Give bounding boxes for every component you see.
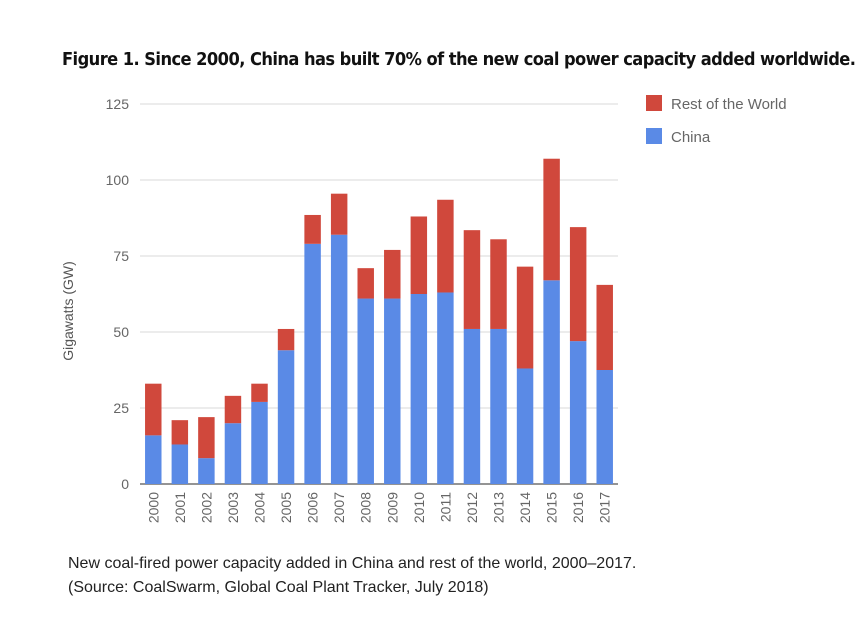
bar-segment-china (357, 298, 374, 484)
bar-segment-china (171, 444, 189, 484)
x-axis-tick-labels: 2000 2001 2002 2003 2004 2005 2006 2007 2008 2009… (145, 492, 612, 523)
bar-segment-china (384, 298, 401, 484)
bar-segment-rest-of-the-world (171, 420, 189, 445)
x-tick-label: 2006 (305, 492, 321, 523)
y-tick-label: 50 (113, 324, 129, 340)
x-tick-label: 2012 (464, 492, 480, 523)
bar-segment-china (490, 328, 507, 484)
bar-segment-china (277, 350, 295, 484)
bar-segment-rest-of-the-world (304, 214, 321, 244)
x-tick-label: 2007 (331, 492, 347, 523)
bar-segment-rest-of-the-world (251, 383, 268, 402)
bar-segment-china (330, 234, 348, 484)
y-axis-tick-labels: 0 25 50 75 100 125 (106, 96, 130, 492)
bar-segment-rest-of-the-world (145, 383, 162, 436)
bar-segment-rest-of-the-world (569, 227, 587, 342)
bar-segment-china (569, 341, 587, 484)
x-tick-label: 2008 (358, 492, 374, 523)
x-tick-label: 2016 (570, 492, 586, 523)
bar-segment-rest-of-the-world (410, 216, 428, 294)
y-tick-label: 0 (121, 476, 129, 492)
x-tick-label: 2005 (278, 492, 294, 523)
bars (145, 158, 613, 484)
bar-segment-china (516, 368, 534, 484)
chart-title: Figure 1. Since 2000, China has built 70… (62, 50, 856, 70)
x-tick-label: 2011 (437, 492, 453, 522)
x-tick-label: 2001 (172, 492, 188, 523)
x-tick-label: 2014 (517, 492, 533, 523)
legend: Rest of the World China (646, 95, 787, 146)
bar-segment-rest-of-the-world (437, 199, 454, 293)
figure-caption: New coal-fired power capacity added in C… (68, 552, 636, 600)
bar-segment-china (198, 458, 215, 484)
bar-segment-rest-of-the-world (543, 158, 560, 281)
x-tick-label: 2000 (145, 492, 161, 523)
bar-segment-rest-of-the-world (330, 193, 348, 235)
bar-segment-rest-of-the-world (384, 249, 401, 299)
gridlines (140, 103, 618, 485)
y-tick-label: 25 (113, 400, 129, 416)
x-tick-label: 2009 (384, 492, 400, 523)
bar-segment-rest-of-the-world (277, 328, 295, 351)
x-tick-label: 2015 (544, 492, 560, 523)
x-tick-label: 2004 (252, 492, 268, 523)
x-tick-label: 2013 (491, 492, 507, 523)
caption-line-1: New coal-fired power capacity added in C… (68, 555, 637, 572)
bar-segment-china (410, 294, 428, 484)
bar-segment-china (437, 292, 454, 484)
bar-segment-china (224, 423, 242, 484)
y-tick-label: 75 (113, 248, 129, 264)
bar-segment-china (543, 280, 560, 484)
bar-segment-rest-of-the-world (596, 284, 613, 370)
bar-segment-china (251, 401, 268, 484)
bar-segment-rest-of-the-world (490, 239, 507, 329)
y-tick-label: 125 (106, 96, 130, 112)
bar-segment-china (304, 243, 321, 484)
bar-segment-rest-of-the-world (224, 395, 242, 424)
x-tick-label: 2003 (225, 492, 241, 523)
legend-swatch (646, 95, 662, 111)
x-tick-label: 2002 (198, 492, 214, 523)
y-axis-label: Gigawatts (GW) (60, 261, 76, 361)
y-tick-label: 100 (106, 172, 130, 188)
caption-line-2: (Source: CoalSwarm, Global Coal Plant Tr… (68, 579, 489, 596)
legend-label: Rest of the World (671, 96, 787, 113)
bar-segment-rest-of-the-world (198, 417, 215, 459)
x-tick-label: 2010 (411, 492, 427, 523)
x-tick-label: 2017 (597, 492, 613, 523)
bar-segment-china (145, 435, 162, 484)
legend-label: China (671, 129, 711, 146)
bar-segment-china (596, 370, 613, 484)
bar-segment-china (463, 328, 481, 484)
bar-segment-rest-of-the-world (357, 268, 374, 299)
legend-swatch (646, 128, 662, 144)
bar-segment-rest-of-the-world (463, 230, 481, 329)
bar-segment-rest-of-the-world (516, 266, 534, 369)
